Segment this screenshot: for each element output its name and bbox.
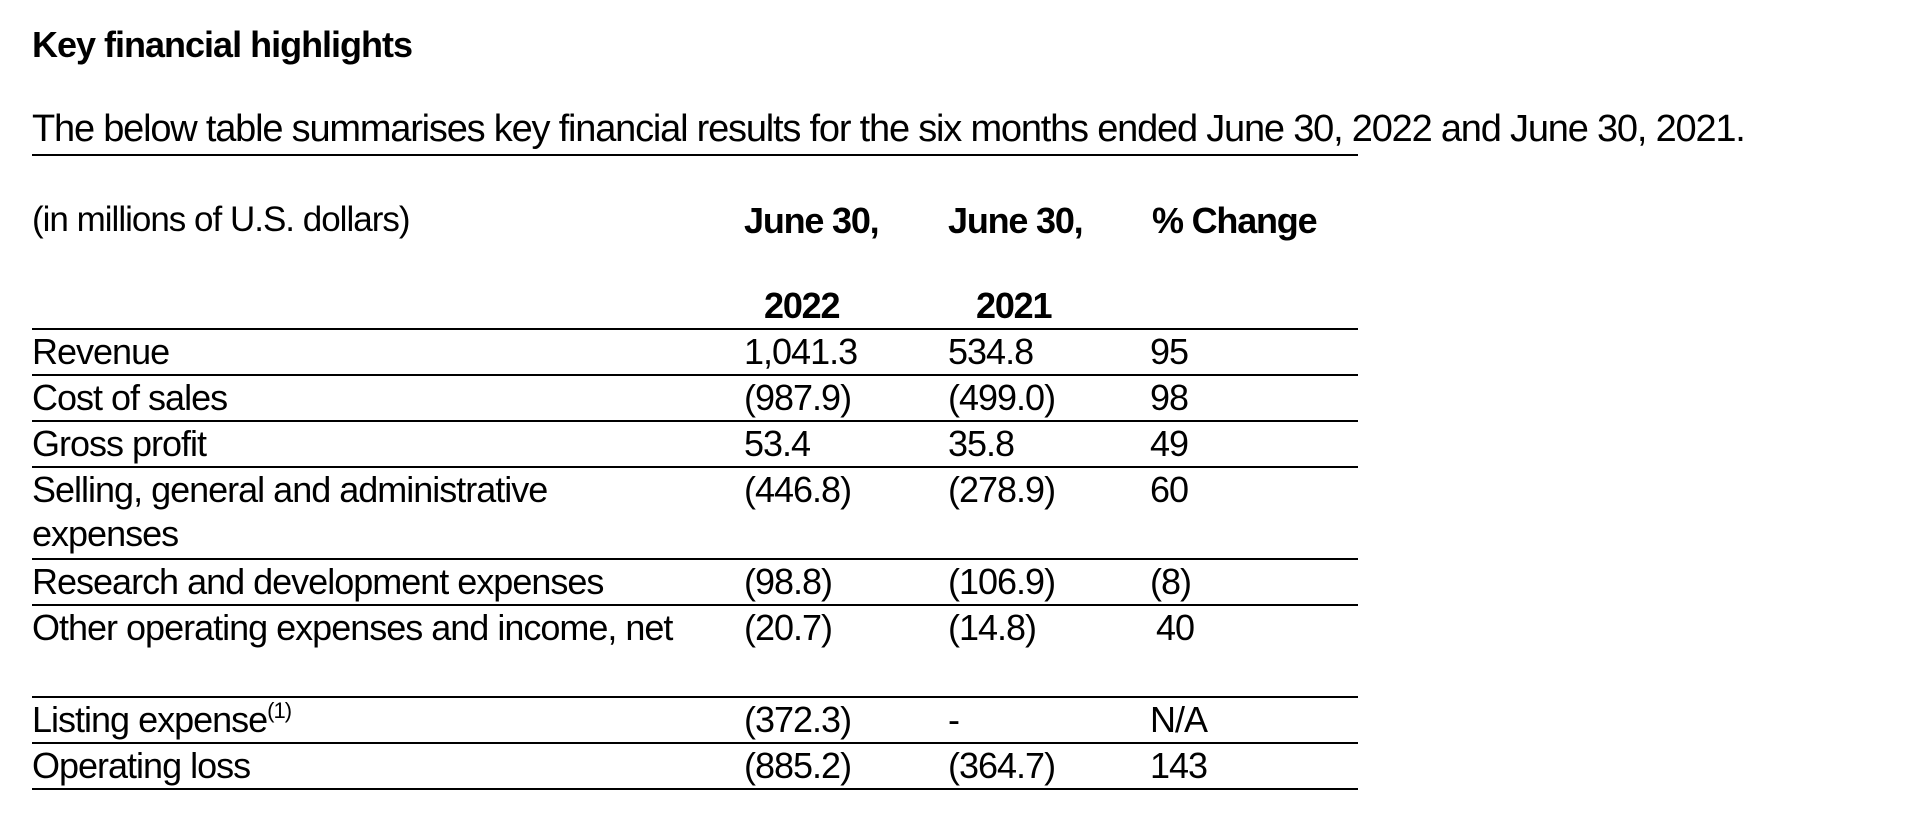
- row-label: Listing expense(1): [32, 698, 732, 742]
- value-2022: (446.8): [744, 469, 852, 510]
- value-change: N/A: [1150, 699, 1208, 740]
- section-heading: Key financial highlights: [32, 24, 413, 65]
- value-change: 60: [1150, 469, 1189, 510]
- column-header-2022-line1: June 30,: [744, 200, 880, 241]
- value-2022: (885.2): [744, 745, 852, 786]
- value-2021: (278.9): [948, 469, 1056, 510]
- value-2021: (14.8): [948, 607, 1037, 648]
- column-header-2021-line1: June 30,: [948, 200, 1084, 241]
- value-2021: -: [948, 699, 960, 740]
- column-header-2021-line2: 2021: [976, 285, 1053, 326]
- table-row: Gross profit 53.4 35.8 49: [32, 420, 1358, 466]
- table-row: Other operating expenses and income, net…: [32, 604, 1358, 696]
- row-label: Selling, general and administrative expe…: [32, 469, 548, 554]
- row-label: Other operating expenses and income, net: [32, 607, 673, 648]
- value-2022: 1,041.3: [744, 331, 858, 372]
- value-change: 40: [1156, 607, 1195, 648]
- value-2021: (364.7): [948, 745, 1056, 786]
- financial-table: Revenue 1,041.3 534.8 95 Cost of sales (…: [32, 328, 1358, 790]
- value-change: 95: [1150, 331, 1189, 372]
- value-change: 49: [1150, 423, 1189, 464]
- row-label: Operating loss: [32, 745, 251, 786]
- value-2022: (987.9): [744, 377, 852, 418]
- value-2021: (106.9): [948, 561, 1056, 602]
- value-change: 98: [1150, 377, 1189, 418]
- value-2021: 35.8: [948, 423, 1015, 464]
- table-row: Cost of sales (987.9) (499.0) 98: [32, 374, 1358, 420]
- row-label: Cost of sales: [32, 377, 228, 418]
- intro-underline: [32, 154, 1358, 156]
- row-label-text: Listing expense: [32, 699, 268, 740]
- column-header-2022-line2: 2022: [764, 285, 841, 326]
- table-row: Selling, general and administrative expe…: [32, 466, 1358, 558]
- value-2022: (372.3): [744, 699, 852, 740]
- value-2022: (98.8): [744, 561, 833, 602]
- value-change: (8): [1150, 561, 1192, 602]
- value-2021: (499.0): [948, 377, 1056, 418]
- row-label: Research and development expenses: [32, 561, 604, 602]
- value-change: 143: [1150, 745, 1208, 786]
- table-row: Research and development expenses (98.8)…: [32, 558, 1358, 604]
- value-2022: (20.7): [744, 607, 833, 648]
- value-2021: 534.8: [948, 331, 1034, 372]
- table-row: Listing expense(1) (372.3) - N/A: [32, 696, 1358, 742]
- intro-text: The below table summarises key financial…: [32, 108, 1746, 150]
- table-row: Operating loss (885.2) (364.7) 143: [32, 742, 1358, 790]
- column-header-change: % Change: [1152, 200, 1318, 241]
- units-label: (in millions of U.S. dollars): [32, 200, 410, 239]
- footnote-marker: (1): [267, 698, 292, 723]
- row-label: Revenue: [32, 331, 170, 372]
- row-label: Gross profit: [32, 423, 207, 464]
- value-2022: 53.4: [744, 423, 811, 464]
- table-row: Revenue 1,041.3 534.8 95: [32, 328, 1358, 374]
